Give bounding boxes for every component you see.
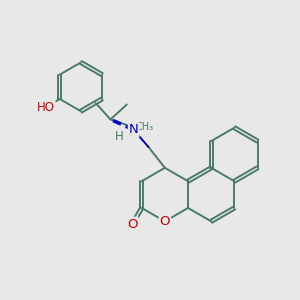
Text: HO: HO — [37, 101, 55, 114]
Text: O: O — [127, 218, 138, 231]
Text: O: O — [160, 215, 170, 228]
Text: N: N — [129, 123, 139, 136]
Text: CH₃: CH₃ — [135, 122, 154, 132]
Text: H: H — [115, 130, 124, 143]
